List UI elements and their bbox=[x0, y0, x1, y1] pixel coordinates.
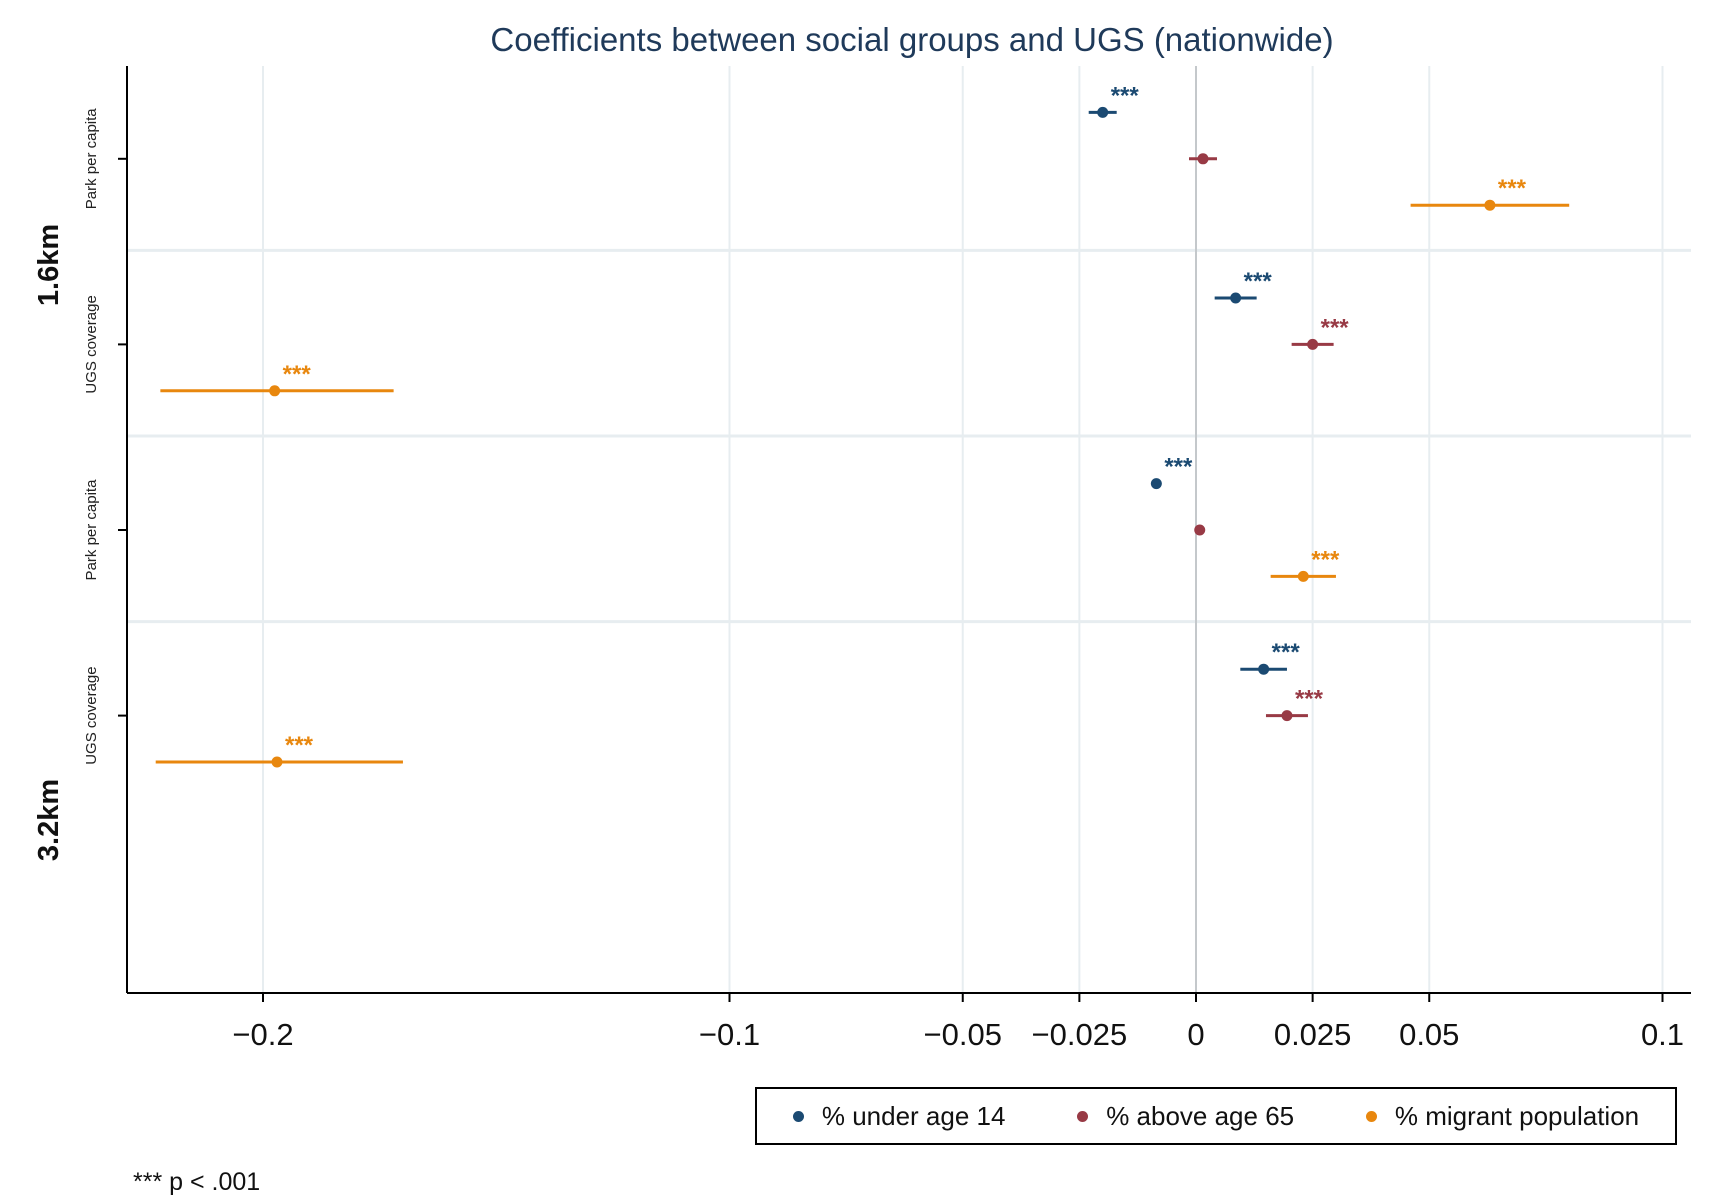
significance-label: *** bbox=[1321, 314, 1350, 341]
legend-item-under-14: % under age 14 bbox=[792, 1100, 1006, 1132]
chart-title: Coefficients between social groups and U… bbox=[490, 21, 1333, 58]
legend-label-above-65: % above age 65 bbox=[1106, 1100, 1295, 1131]
coef-point bbox=[1194, 524, 1206, 536]
coef-point bbox=[1258, 663, 1270, 675]
axes: −0.2 −0.1 −0.05 −0.025 0 0.025 0.05 0.1 Park per… bbox=[33, 66, 1691, 1052]
x-tick-label: −0.1 bbox=[699, 1017, 760, 1052]
coef-point bbox=[1097, 106, 1109, 118]
legend-item-above-65: % above age 65 bbox=[1077, 1101, 1294, 1132]
coef-point bbox=[1230, 292, 1242, 304]
significance-label: *** bbox=[1244, 268, 1273, 295]
x-tick-label: 0.1 bbox=[1641, 1017, 1684, 1052]
legend-label-migrant: % migrant population bbox=[1394, 1100, 1640, 1131]
legend-marker-under-14 bbox=[792, 1110, 804, 1122]
x-tick-label: −0.025 bbox=[1032, 1017, 1128, 1052]
row-label: Park per capita bbox=[83, 108, 100, 210]
significance-label: *** bbox=[1295, 686, 1324, 713]
legend-marker-above-65 bbox=[1077, 1110, 1089, 1122]
coef-point bbox=[1150, 478, 1162, 490]
coef-point bbox=[271, 756, 283, 768]
legend-label-under-14: % under age 14 bbox=[821, 1100, 1006, 1131]
significance-footnote: *** p < .001 bbox=[133, 1168, 261, 1196]
significance-label: *** bbox=[1111, 82, 1140, 109]
group-label: 3.2km bbox=[33, 779, 65, 861]
x-tick-label: −0.2 bbox=[232, 1017, 293, 1052]
coef-point bbox=[1484, 199, 1496, 211]
significance-label: *** bbox=[1164, 454, 1193, 481]
significance-label: *** bbox=[285, 732, 314, 759]
significance-label: *** bbox=[283, 361, 312, 388]
x-tick-label: −0.05 bbox=[924, 1017, 1002, 1052]
row-label: UGS coverage bbox=[83, 666, 100, 764]
significance-label: *** bbox=[1498, 175, 1527, 202]
x-tick-label: 0.025 bbox=[1274, 1017, 1352, 1052]
gridlines bbox=[127, 66, 1691, 993]
group-label: 1.6km bbox=[33, 224, 65, 306]
legend-marker-migrant bbox=[1365, 1110, 1377, 1122]
coef-point bbox=[1297, 570, 1309, 582]
significance-label: *** bbox=[1272, 639, 1301, 666]
legend: % under age 14 % above age 65 % migrant … bbox=[755, 1087, 1677, 1145]
coef-point bbox=[1307, 338, 1319, 350]
x-tick-label: 0 bbox=[1187, 1017, 1204, 1052]
coef-point bbox=[269, 385, 281, 397]
row-label: Park per capita bbox=[83, 479, 100, 581]
x-tick-label: 0.05 bbox=[1399, 1017, 1459, 1052]
coef-point bbox=[1197, 153, 1209, 165]
coef-point bbox=[1281, 710, 1293, 722]
legend-item-migrant: % migrant population bbox=[1365, 1100, 1640, 1132]
row-label: UGS coverage bbox=[83, 295, 100, 393]
data-marks: *** *** *** *** *** *** *** *** *** *** bbox=[155, 82, 1570, 768]
significance-label: *** bbox=[1311, 546, 1340, 573]
